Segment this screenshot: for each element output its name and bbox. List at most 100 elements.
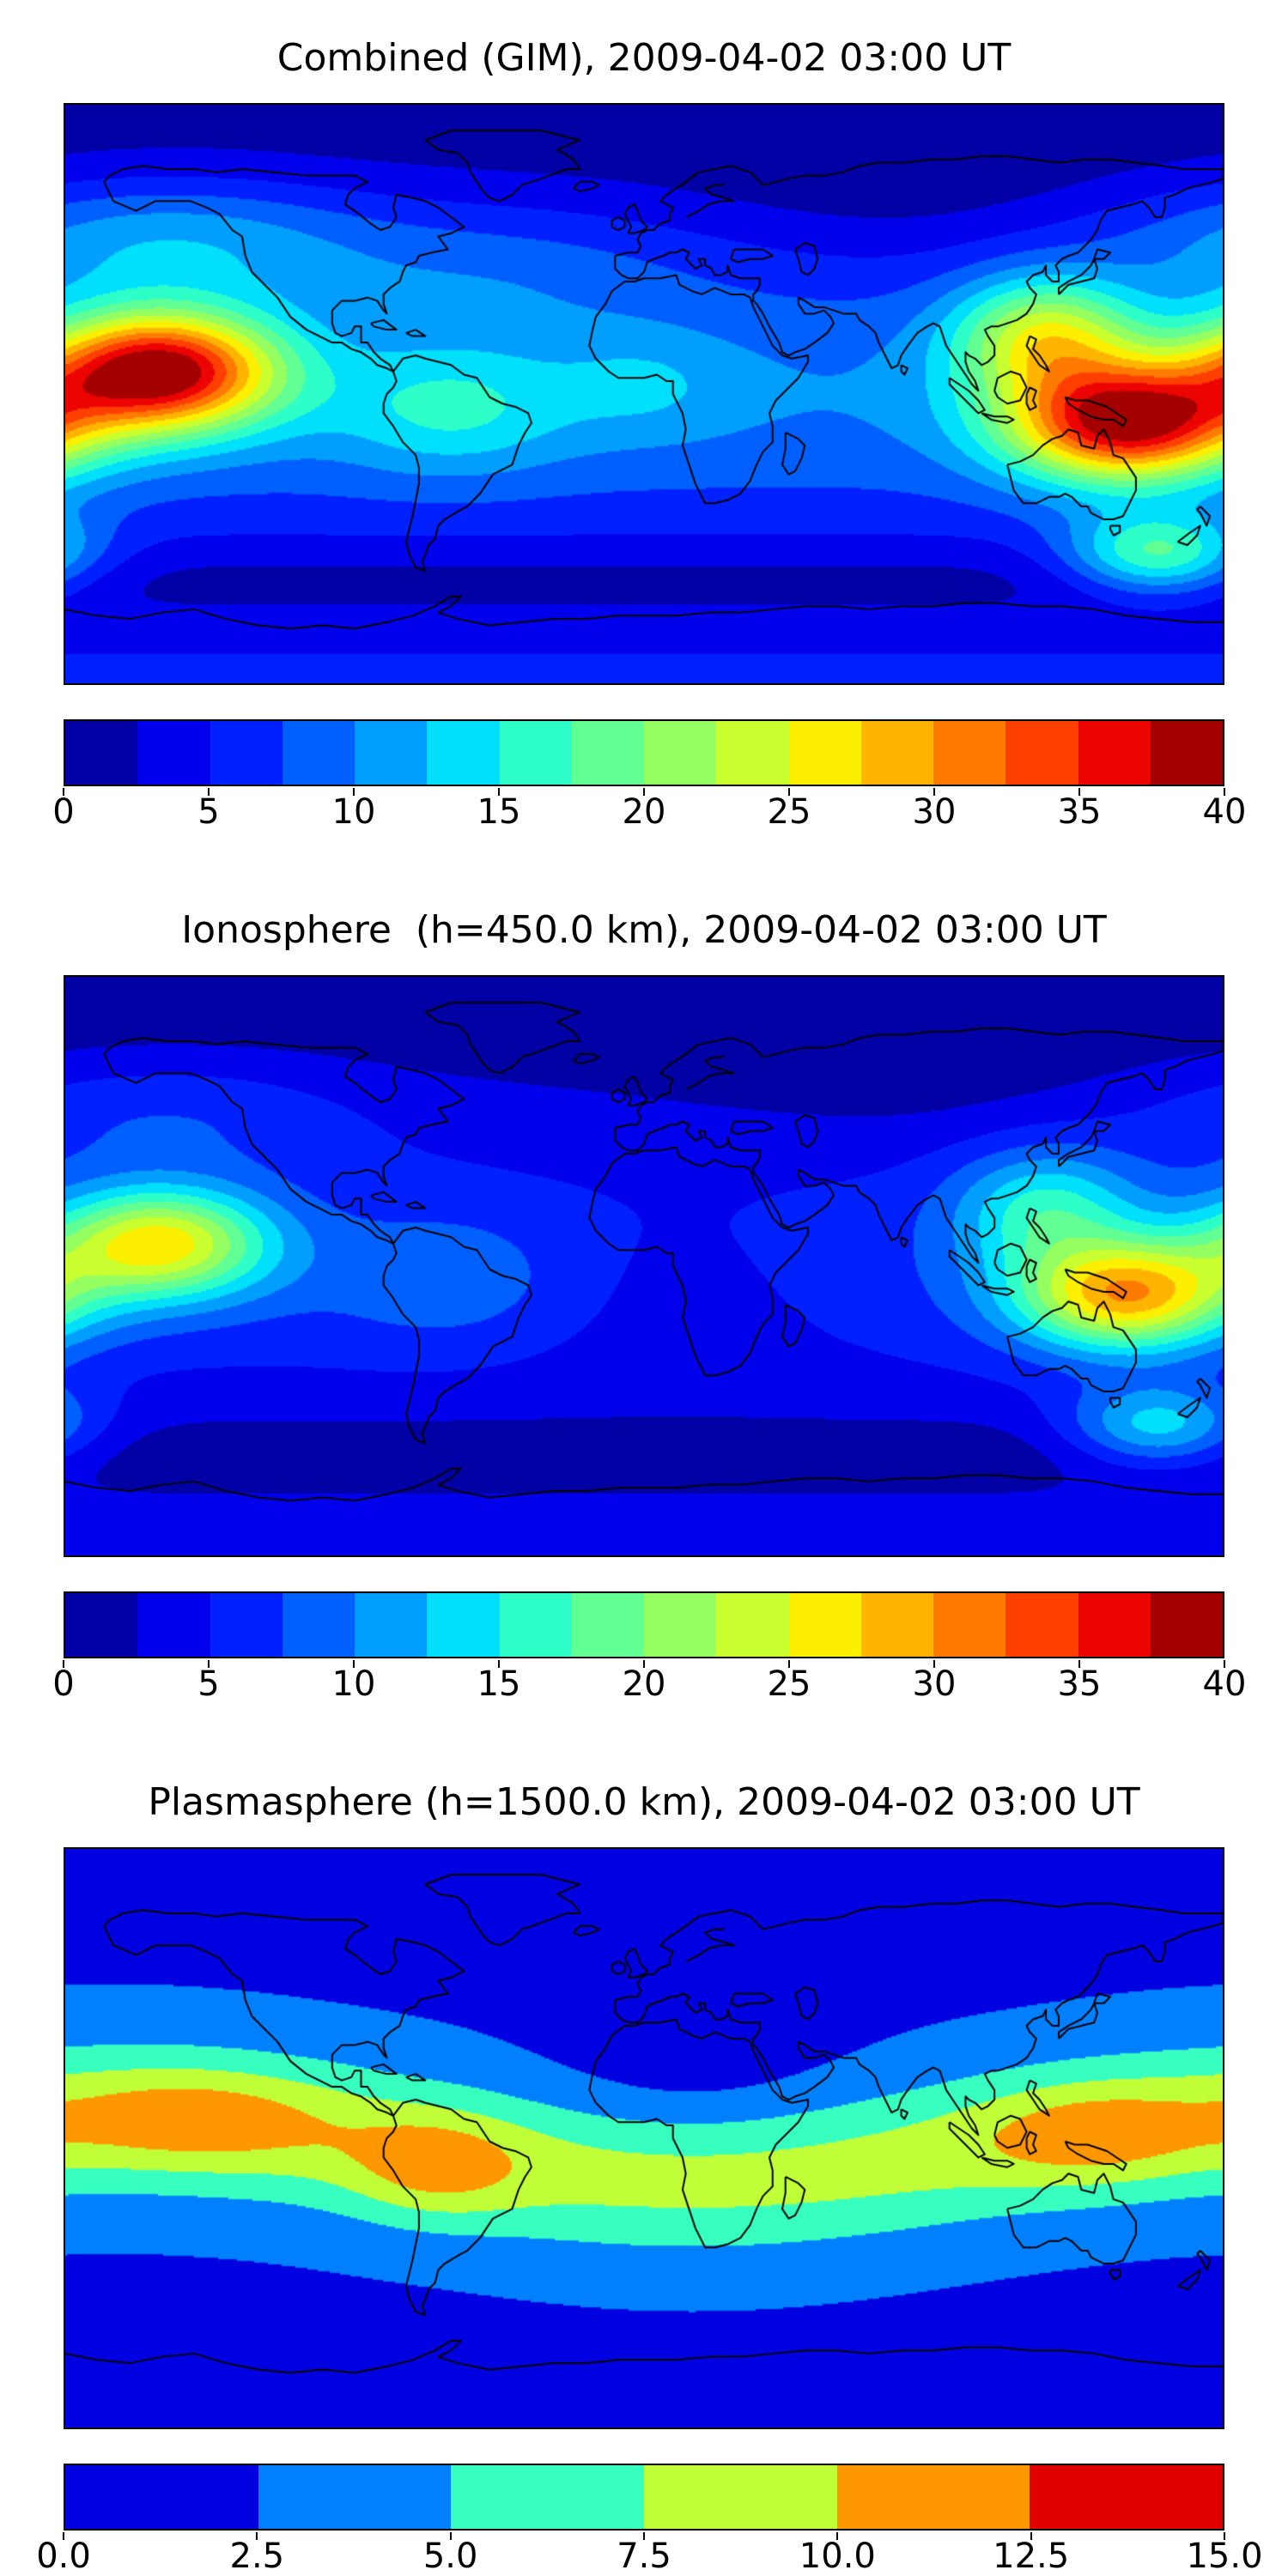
colorbar-segment — [716, 721, 789, 785]
colorbar-segment — [1078, 1593, 1151, 1657]
colorbar-segment — [571, 1593, 644, 1657]
colorbar-segment — [355, 721, 428, 785]
colorbar-tick-mark — [933, 788, 935, 796]
colorbar-tick-mark — [643, 2532, 645, 2540]
colorbar-tick-label: 20 — [622, 1664, 666, 1704]
panel-title-plasmasphere: Plasmasphere (h=1500.0 km), 2009-04-02 0… — [148, 1780, 1140, 1824]
colorbar-tick-label: 15.0 — [1186, 2537, 1263, 2576]
colorbar-segment — [427, 1593, 500, 1657]
colorbar-segment — [65, 1593, 138, 1657]
colorbar-tick-mark — [449, 2532, 452, 2540]
colorbar-tick-label: 30 — [912, 1664, 957, 1704]
world-map-plasmasphere — [64, 1847, 1224, 2429]
colorbar-tick-mark — [788, 788, 790, 796]
colorbar-tick-label: 0 — [52, 792, 75, 832]
colorbar-segment — [1005, 1593, 1078, 1657]
panel-title-combined: Combined (GIM), 2009-04-02 03:00 UT — [276, 36, 1012, 80]
colorbar-segment — [836, 2465, 1030, 2529]
colorbar-tick-mark — [63, 2532, 64, 2540]
colorbar-tick-label: 5.0 — [422, 2537, 478, 2576]
colorbar-segment — [499, 721, 572, 785]
world-map-ionosphere — [64, 975, 1224, 1557]
colorbar-segment — [788, 1593, 861, 1657]
colorbar-tick-label: 35 — [1057, 792, 1102, 832]
colorbar-ticks-combined: 0 5 10 15 20 25 30 35 40 — [52, 788, 1246, 832]
colorbar-segment — [1150, 1593, 1223, 1657]
colorbar-tick-mark — [788, 1660, 790, 1668]
colorbar-tick-mark — [63, 1660, 64, 1668]
world-map-combined — [64, 103, 1224, 685]
panel-plasmasphere: Plasmasphere (h=1500.0 km), 2009-04-02 0… — [36, 1779, 1263, 2576]
colorbar-tick-mark — [63, 788, 64, 796]
colorbar-tick-label: 2.5 — [229, 2537, 285, 2576]
colorbar-tick-label: 15 — [477, 1664, 521, 1704]
colorbar-tick-label: 5 — [197, 792, 220, 832]
panel-combined-gim: Combined (GIM), 2009-04-02 03:00 UT 0 5 10… — [52, 34, 1246, 832]
colorbar-segment — [860, 1593, 933, 1657]
colorbar-segment — [644, 721, 717, 785]
colorbar-tick-mark — [1078, 1660, 1080, 1668]
colorbar-segment — [210, 1593, 283, 1657]
colorbar-ticks-ionosphere: 0 5 10 15 20 25 30 35 40 — [52, 1660, 1246, 1704]
colorbar-tick-label: 10 — [331, 1664, 376, 1704]
colorbar-segment — [1005, 721, 1078, 785]
colorbar-segment — [258, 2465, 452, 2529]
colorbar-tick-label: 25 — [767, 792, 811, 832]
coastline-overlay-canvas — [65, 977, 1223, 1555]
colorbar-tick-mark — [256, 2532, 258, 2540]
colorbar-tick-mark — [1224, 2532, 1225, 2540]
colorbar-tick-label: 5 — [197, 1664, 220, 1704]
colorbar-tick-mark — [1030, 2532, 1032, 2540]
colorbar-segment — [644, 1593, 717, 1657]
colorbar-tick-mark — [353, 788, 355, 796]
colorbar-segment — [788, 721, 861, 785]
colorbar-segment — [499, 1593, 572, 1657]
colorbar-tick-label: 10 — [331, 792, 376, 832]
colorbar-segment — [282, 721, 355, 785]
colorbar-tick-label: 35 — [1057, 1664, 1102, 1704]
colorbar-tick-mark — [836, 2532, 839, 2540]
colorbar-tick-label: 25 — [767, 1664, 811, 1704]
colorbar-tick-label: 20 — [622, 792, 666, 832]
colorbar-segment — [282, 1593, 355, 1657]
colorbar-tick-mark — [498, 788, 500, 796]
colorbar-segment — [716, 1593, 789, 1657]
colorbar-segment — [860, 721, 933, 785]
coastline-overlay-canvas — [65, 105, 1223, 683]
colorbar-segment — [137, 1593, 210, 1657]
colorbar-segment — [1150, 721, 1223, 785]
colorbar-tick-label: 15 — [477, 792, 521, 832]
colorbar-tick-mark — [208, 788, 210, 796]
colorbar-tick-mark — [498, 1660, 500, 1668]
colorbar-tick-label: 12.5 — [993, 2537, 1070, 2576]
colorbar-segment — [137, 721, 210, 785]
colorbar-tick-mark — [1078, 788, 1080, 796]
colorbar-combined — [64, 719, 1224, 786]
colorbar-tick-mark — [643, 788, 645, 796]
colorbar-plasmasphere — [64, 2464, 1224, 2531]
colorbar-tick-label: 10.0 — [799, 2537, 876, 2576]
colorbar-tick-label: 7.5 — [617, 2537, 671, 2576]
colorbar-segment — [451, 2465, 645, 2529]
colorbar-tick-mark — [933, 1660, 935, 1668]
colorbar-segment — [933, 721, 1006, 785]
coastline-overlay-canvas — [65, 1849, 1223, 2428]
colorbar-tick-mark — [353, 1660, 355, 1668]
panel-title-ionosphere: Ionosphere (h=450.0 km), 2009-04-02 03:0… — [181, 908, 1107, 952]
colorbar-segment — [1030, 2465, 1224, 2529]
colorbar-segment — [933, 1593, 1006, 1657]
colorbar-segment — [65, 721, 138, 785]
colorbar-segment — [210, 721, 283, 785]
colorbar-tick-label: 40 — [1202, 792, 1247, 832]
colorbar-segment — [355, 1593, 428, 1657]
panel-ionosphere: Ionosphere (h=450.0 km), 2009-04-02 03:0… — [52, 906, 1246, 1704]
colorbar-ticks-plasmasphere: 0.0 2.5 5.0 7.5 10.0 12.5 15.0 — [36, 2532, 1263, 2576]
colorbar-tick-label: 0 — [52, 1664, 75, 1704]
colorbar-segment — [571, 721, 644, 785]
colorbar-tick-mark — [643, 1660, 645, 1668]
colorbar-tick-mark — [208, 1660, 210, 1668]
colorbar-segment — [1078, 721, 1151, 785]
colorbar-ionosphere — [64, 1591, 1224, 1658]
colorbar-tick-label: 0.0 — [36, 2537, 91, 2576]
